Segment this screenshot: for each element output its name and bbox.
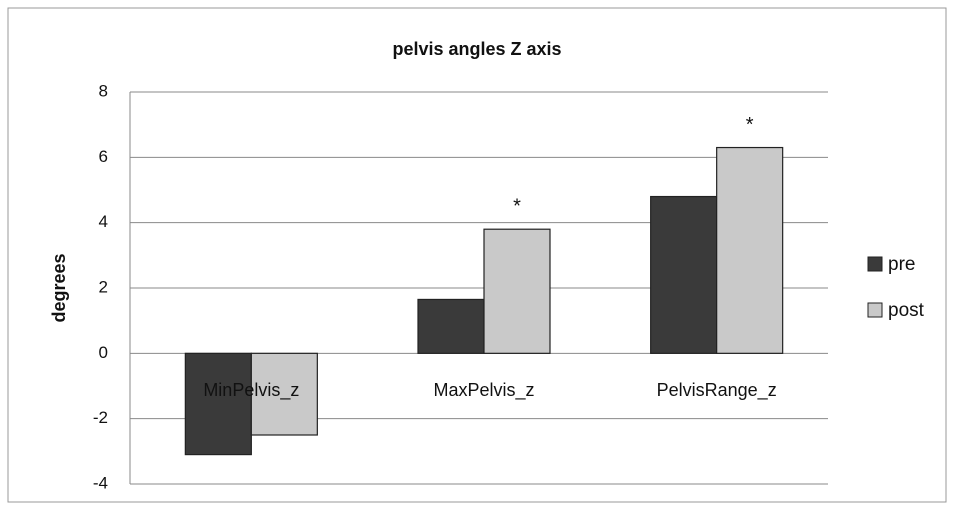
bar [250, 352, 318, 436]
legend-swatch [867, 256, 883, 272]
bar [650, 195, 718, 354]
y-tick-label: 0 [99, 343, 108, 362]
y-tick-label: 6 [99, 147, 108, 166]
bar [716, 146, 784, 354]
bar-annotation: * [513, 195, 521, 217]
bar [483, 228, 551, 354]
y-axis-label: degrees [49, 253, 69, 322]
legend-label: pre [888, 254, 915, 275]
y-tick-label: -2 [93, 408, 108, 427]
y-tick-label: 4 [99, 212, 108, 231]
legend-label: post [888, 300, 925, 321]
y-tick-label: 8 [99, 81, 108, 100]
y-tick-label: -4 [93, 473, 108, 492]
bar [184, 352, 252, 456]
legend-swatch [867, 302, 883, 318]
x-tick-label: MinPelvis_z [203, 380, 299, 401]
x-tick-label: PelvisRange_z [657, 380, 777, 401]
chart-title: pelvis angles Z axis [392, 39, 561, 59]
bar [417, 298, 485, 354]
y-tick-label: 2 [99, 277, 108, 296]
x-tick-label: MaxPelvis_z [433, 380, 534, 401]
chart-frame [7, 7, 947, 503]
bar-annotation: * [746, 114, 754, 136]
